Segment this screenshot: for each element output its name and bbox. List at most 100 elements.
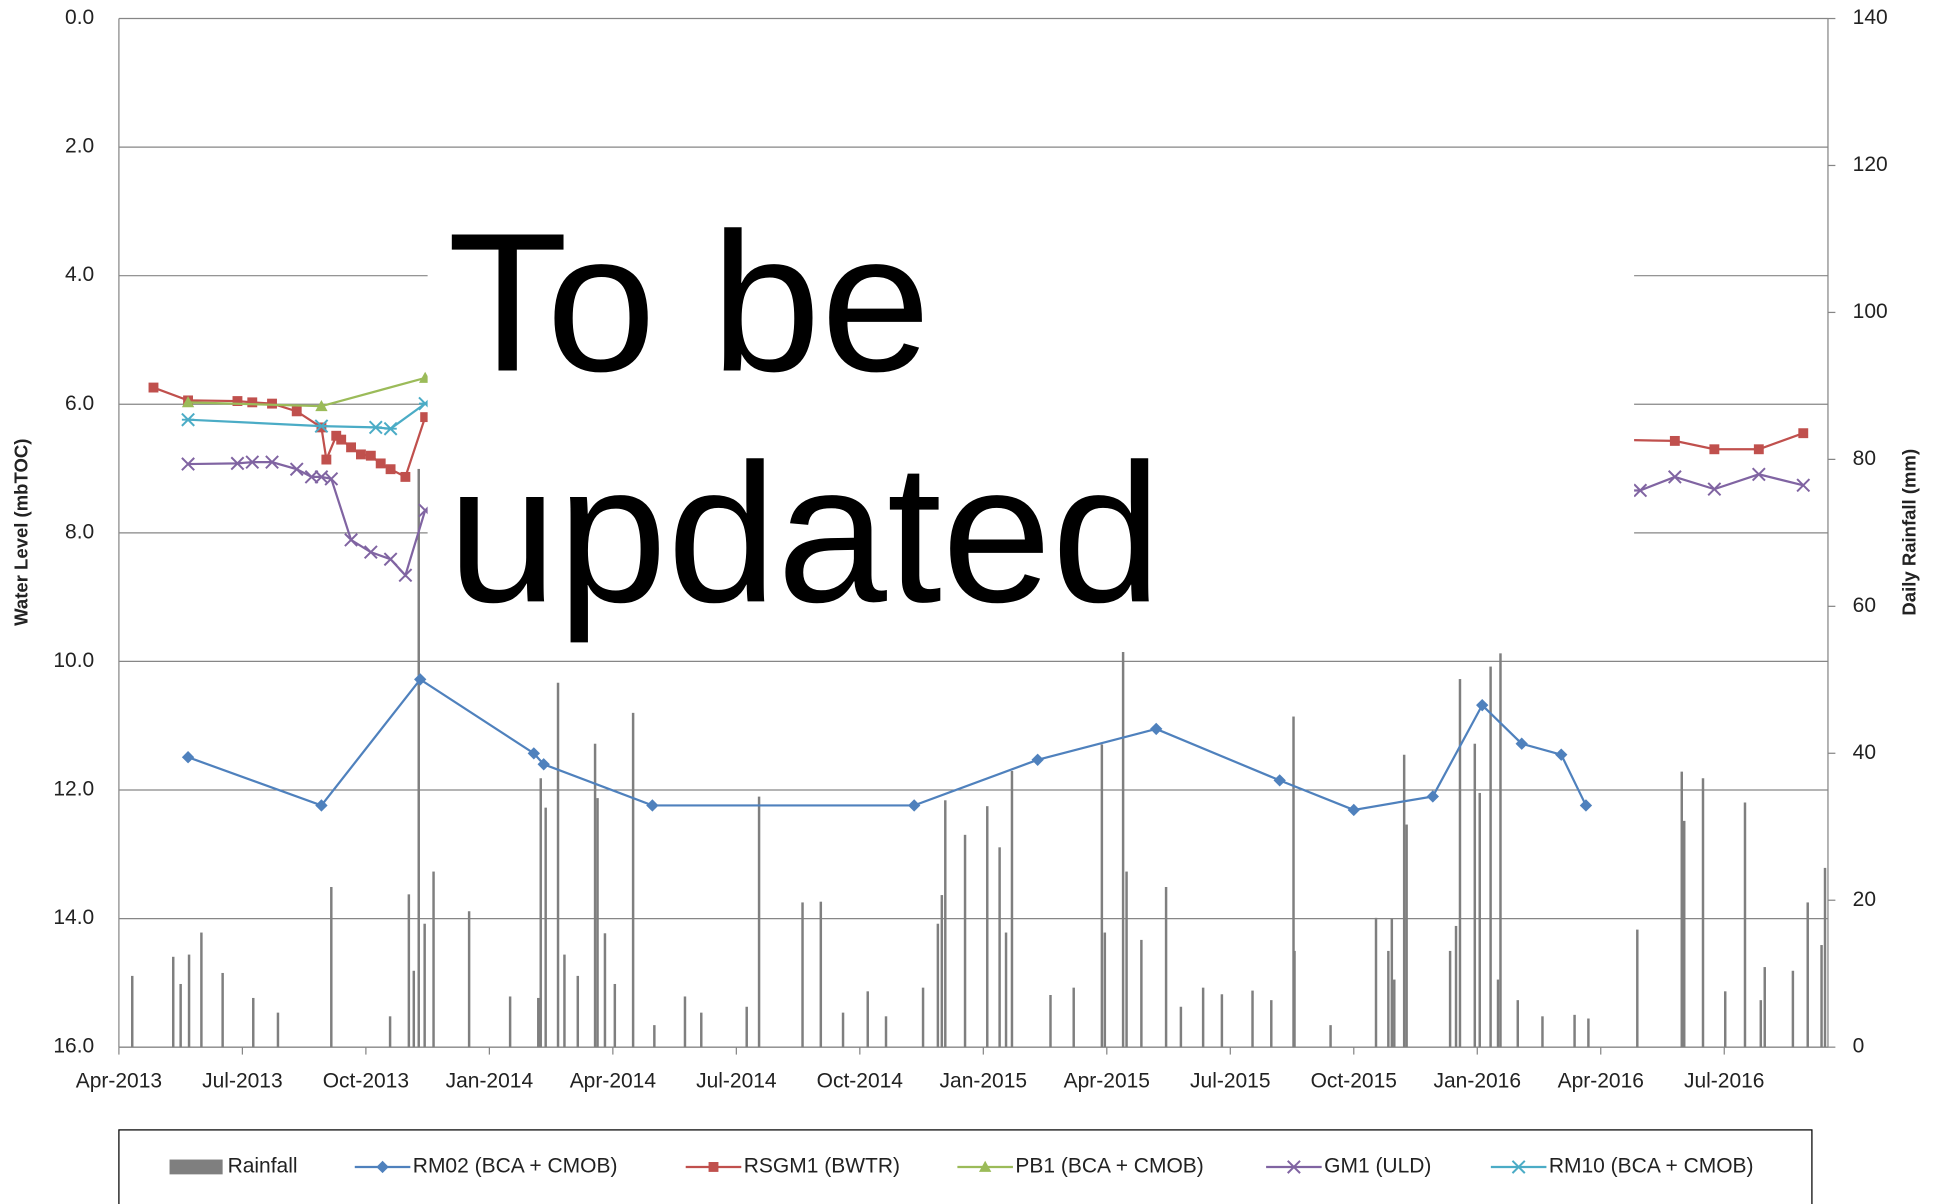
rainfall-bar (276, 1012, 280, 1048)
x-tick-label: Jul-2013 (202, 1069, 282, 1092)
rainfall-bar (1516, 1000, 1520, 1048)
y-tick-label: 0.0 (65, 6, 94, 29)
rainfall-bar (508, 996, 512, 1048)
rainfall-bar (613, 983, 617, 1048)
rainfall-bar (1121, 651, 1125, 1048)
rainfall-bar (801, 902, 804, 1048)
annotation-box (427, 172, 1635, 653)
rainfall-bar (653, 1025, 656, 1048)
series-marker (420, 412, 431, 423)
series-marker (1796, 478, 1811, 493)
series-marker (385, 464, 396, 475)
series-marker (1031, 753, 1044, 766)
x-tick-label: Apr-2015 (1064, 1069, 1150, 1092)
y2-tick-label: 40 (1853, 741, 1876, 764)
x-tick-label: Jul-2016 (1684, 1069, 1765, 1092)
x-tick-label: Oct-2013 (323, 1069, 409, 1092)
rainfall-bar (1723, 991, 1727, 1048)
rainfall-bar (388, 1016, 392, 1048)
rainfall-bar (1390, 918, 1394, 1048)
legend-item: RM10 (BCA + CMOB) (1490, 1155, 1754, 1178)
rainfall-bar (467, 911, 471, 1048)
series-line (187, 677, 1587, 812)
legend-label: PB1 (BCA + CMOB) (1015, 1155, 1203, 1178)
x-tick-label: Jan-2015 (940, 1069, 1028, 1092)
series-marker (1476, 698, 1489, 712)
rainfall-bar (1682, 820, 1686, 1048)
rainfall-bar (1004, 932, 1008, 1048)
rainfall-bar (1405, 824, 1408, 1048)
rainfall-bar (432, 871, 435, 1048)
rainfall-bar (1496, 979, 1500, 1048)
annotation: updated (447, 422, 1161, 643)
series-marker (375, 458, 386, 469)
y2-axis-title: Daily Rainfall (mm) (1899, 449, 1920, 616)
rainfall-bar (1680, 771, 1683, 1048)
y2-tick-label: 20 (1853, 888, 1876, 911)
legend-label: RM10 (BCA + CMOB) (1549, 1155, 1754, 1178)
rainfall-bar (819, 901, 823, 1048)
rainfall-bar (940, 895, 944, 1048)
rainfall-bar (1587, 1018, 1590, 1048)
rainfall-bar (1448, 950, 1452, 1048)
series-marker (1347, 803, 1360, 817)
rainfall-bar (1270, 1000, 1273, 1048)
rainfall-bar (1743, 802, 1747, 1048)
series-marker (336, 434, 347, 445)
series-marker (1579, 799, 1593, 812)
rainfall-bar (986, 806, 989, 1048)
series-marker (365, 450, 376, 461)
rainfall-bar (1329, 1025, 1332, 1048)
series-marker (1798, 428, 1809, 439)
y-axis-title: Water Level (mbTOC) (10, 439, 31, 626)
series-marker (148, 382, 159, 393)
legend-label: Rainfall (228, 1155, 298, 1178)
rainfall-bar (221, 972, 224, 1048)
rainfall-bar (1220, 994, 1224, 1048)
series-marker (907, 799, 921, 812)
legend-marker (708, 1162, 719, 1172)
legend-item: PB1 (BCA + CMOB) (957, 1155, 1204, 1178)
x-tick-label: Oct-2015 (1311, 1069, 1397, 1092)
series-marker (289, 462, 304, 477)
legend-label: RM02 (BCA + CMOB) (413, 1155, 618, 1178)
rainfall-bar (537, 997, 540, 1048)
rainfall-bar (1251, 990, 1254, 1048)
rainfall-bar (1072, 987, 1075, 1048)
series-marker (1667, 470, 1682, 484)
legend-marker (1511, 1160, 1526, 1174)
rainfall-bar (757, 796, 761, 1048)
rainfall-bar (1393, 979, 1396, 1048)
x-tick-label: Apr-2013 (76, 1069, 162, 1092)
series-marker (181, 751, 195, 764)
rainfall-bar (556, 682, 560, 1048)
rainfall-bar (1473, 743, 1477, 1048)
rainfall-bar (884, 1016, 888, 1048)
series-marker (414, 673, 427, 686)
series-marker (324, 471, 339, 486)
series-marker (247, 397, 258, 408)
series-marker (1426, 790, 1439, 803)
series-marker (400, 471, 411, 482)
rainfall-bar (1100, 744, 1104, 1048)
rainfall-bar (563, 954, 566, 1048)
rainfall-bar (963, 834, 967, 1048)
rainfall-bar (412, 970, 416, 1048)
series-marker (346, 442, 357, 453)
rainfall-bar (417, 468, 420, 1048)
rainfall-bar (683, 996, 687, 1048)
legend-item: GM1 (ULD) (1266, 1155, 1431, 1178)
y2-tick-label: 140 (1853, 6, 1888, 29)
series-marker (1150, 722, 1163, 736)
rainfall-bar (1499, 653, 1502, 1048)
series-marker (230, 456, 245, 471)
y-tick-label: 8.0 (65, 520, 94, 543)
legend-marker (376, 1160, 389, 1174)
legend-label: RSGM1 (BWTR) (744, 1155, 900, 1178)
series-marker (356, 449, 366, 460)
rainfall-bar (745, 1006, 748, 1048)
rainfall-bar (1454, 925, 1458, 1048)
rainfall-bar (1049, 995, 1052, 1048)
rainfall-bar (1541, 1016, 1544, 1048)
